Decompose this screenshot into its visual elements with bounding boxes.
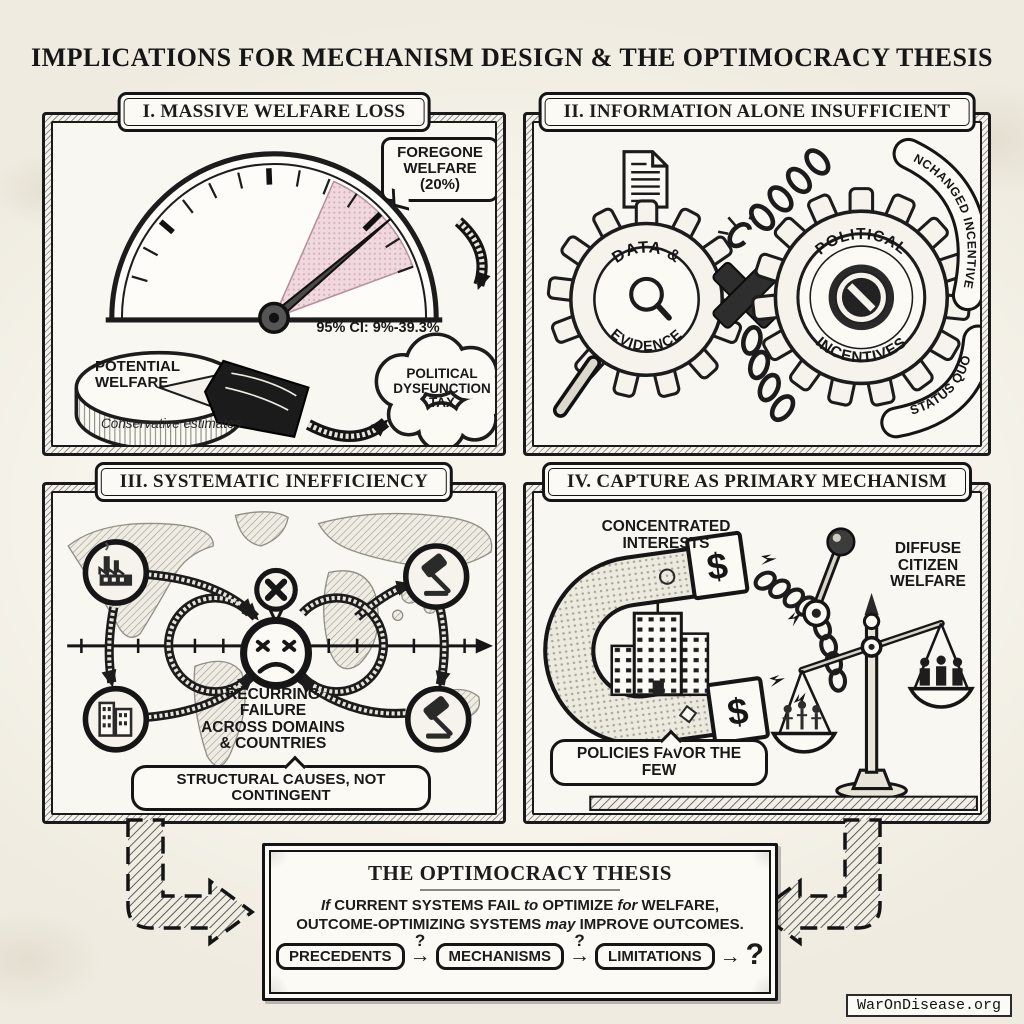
foregone-welfare-callout: FOREGONE WELFARE (20%) <box>381 137 495 202</box>
precedents-step: PRECEDENTS <box>276 943 405 970</box>
thesis-title: THE OPTIMOCRACY THESIS <box>368 861 672 885</box>
watermark: WarOnDisease.org <box>845 994 1012 1017</box>
panel4-header-banner: IV. CAPTURE AS PRIMARY MECHANISM <box>542 462 972 502</box>
panel1-header: I. MASSIVE WELFARE LOSS <box>123 98 425 126</box>
thesis-word-if: If <box>320 896 331 914</box>
panel2-content: DATA & EVIDENCE <box>532 121 982 447</box>
arrow-right-icon: → <box>569 943 591 967</box>
concentrated-interests-label: CONCENTRATED INTERESTS <box>601 518 731 552</box>
panel3-header: III. SYSTEMATIC INEFFICIENCY <box>100 468 448 496</box>
panel1-content: FOREGONE WELFARE (20%) 95% CI: 9%-39.3% … <box>51 121 497 447</box>
people-icon <box>782 700 822 730</box>
thesis-word-may: may <box>545 916 576 933</box>
question-mark: ? <box>414 931 426 951</box>
political-dysfunction-tax-label: POLITICAL DYSFUNCTION TAX <box>393 366 491 411</box>
people-icon <box>919 655 963 686</box>
right-pan <box>907 686 975 709</box>
thesis-inner: THE OPTIMOCRACY THESIS If CURRENT SYSTEM… <box>269 850 771 994</box>
arrow-right-icon: → <box>409 943 431 967</box>
panel4-content: $ $ <box>532 491 982 815</box>
document-icon <box>622 150 669 209</box>
thesis-divider <box>420 889 620 891</box>
chain-icon <box>753 570 848 693</box>
gavel-icon <box>403 543 470 610</box>
lightning-icon <box>761 554 806 709</box>
confidence-interval-label: 95% CI: 9%-39.3% <box>316 320 440 336</box>
panel3-content: RECURRING FAILURE ACROSS DOMAINS & COUNT… <box>51 491 497 815</box>
buildings-icon <box>82 685 150 753</box>
flow-arrow-question: ? → <box>569 931 591 967</box>
panel-information-insufficient: II. INFORMATION ALONE INSUFFICIENT <box>523 92 991 456</box>
policies-favor-the-few-bubble: POLICIES FAVOR THE FEW <box>550 739 768 787</box>
political-incentives-gear-icon: POLITICAL INCENTIVES <box>751 187 972 407</box>
thesis-text: OPTIMIZE <box>538 896 618 914</box>
dashed-arrow-left <box>126 818 255 947</box>
panel-capture-mechanism: IV. CAPTURE AS PRIMARY MECHANISM <box>523 462 991 824</box>
mechanisms-step: MECHANISMS <box>435 943 565 970</box>
thesis-word-to: to <box>524 896 539 914</box>
welfare-gauge-illustration <box>74 151 495 445</box>
question-mark: ? <box>574 931 585 951</box>
final-question-mark: ? <box>745 937 764 971</box>
panel-massive-welfare-loss: I. MASSIVE WELFARE LOSS <box>42 92 506 456</box>
optimocracy-thesis-box: THE OPTIMOCRACY THESIS If CURRENT SYSTEM… <box>262 843 778 1001</box>
diffuse-citizen-welfare-label: DIFFUSE CITIZEN WELFARE <box>890 540 966 591</box>
panel2-header: II. INFORMATION ALONE INSUFFICIENT <box>544 98 970 126</box>
ground-hatch <box>589 795 978 811</box>
thesis-text: IMPROVE OUTCOMES. <box>575 916 744 933</box>
panel1-header-banner: I. MASSIVE WELFARE LOSS <box>117 92 431 132</box>
world-map-illustration <box>67 511 493 767</box>
balance-scale-icon <box>770 592 975 801</box>
failure-arrows <box>101 569 451 722</box>
extracted-slice-icon <box>203 359 310 438</box>
structural-causes-caption: STRUCTURAL CAUSES, NOT CONTINGENT <box>131 765 431 812</box>
lever-handle-icon <box>802 527 856 628</box>
dollar-badge: $ <box>685 530 750 601</box>
factory-icon <box>82 539 150 606</box>
left-pan <box>770 731 838 754</box>
research-flow: PRECEDENTS ? → MECHANISMS ? → LIMITATIONS … <box>276 933 764 972</box>
panel2-header-banner: II. INFORMATION ALONE INSUFFICIENT <box>538 92 976 132</box>
thesis-text: WELFARE, <box>637 896 720 914</box>
corporate-buildings-icon <box>610 601 710 697</box>
limitations-step: LIMITATIONS <box>595 943 715 970</box>
x-circle-icon <box>254 567 298 627</box>
panel-systematic-inefficiency: III. SYSTEMATIC INEFFICIENCY <box>42 462 506 824</box>
arrow-right-icon: → <box>719 944 741 968</box>
thesis-text: CURRENT SYSTEMS FAIL <box>330 896 525 914</box>
thesis-word-for: for <box>617 896 638 914</box>
dollar-badge: $ <box>705 676 770 746</box>
panel3-header-banner: III. SYSTEMATIC INEFFICIENCY <box>94 462 454 502</box>
thesis-statement-line2: OUTCOME-OPTIMIZING SYSTEMS may IMPROVE O… <box>296 915 744 935</box>
page-title: IMPLICATIONS FOR MECHANISM DESIGN & THE … <box>31 43 993 73</box>
curved-arrow-to-cloud-icon <box>305 418 390 442</box>
gavel-icon <box>405 685 472 753</box>
magnet-scale-illustration: $ $ <box>543 527 978 811</box>
flow-arrow-question: ? → <box>409 931 431 967</box>
no-entry-icon <box>828 264 895 331</box>
panel4-header: IV. CAPTURE AS PRIMARY MECHANISM <box>548 468 966 496</box>
potential-welfare-label: POTENTIAL WELFARE <box>95 358 180 392</box>
angry-face-icon <box>240 616 313 690</box>
curved-arrow-right-icon <box>454 217 491 291</box>
thesis-text: OUTCOME-OPTIMIZING SYSTEMS <box>296 916 546 933</box>
magnifier-icon <box>629 276 672 321</box>
broken-chain-icon <box>717 148 831 423</box>
cloud-shape-icon <box>374 332 495 445</box>
gauge-icon <box>105 151 443 334</box>
recurring-failure-label: RECURRING FAILURE ACROSS DOMAINS & COUNT… <box>201 686 345 753</box>
data-evidence-gear-icon: DATA & EVIDENCE <box>546 199 747 418</box>
gears-illustration: DATA & EVIDENCE <box>534 123 980 445</box>
conservative-estimates-footnote: Conservative estimates <box>101 416 242 431</box>
pie-chart-icon <box>74 350 245 445</box>
thesis-statement-line1: If CURRENT SYSTEMS FAIL to OPTIMIZE for … <box>321 896 719 916</box>
